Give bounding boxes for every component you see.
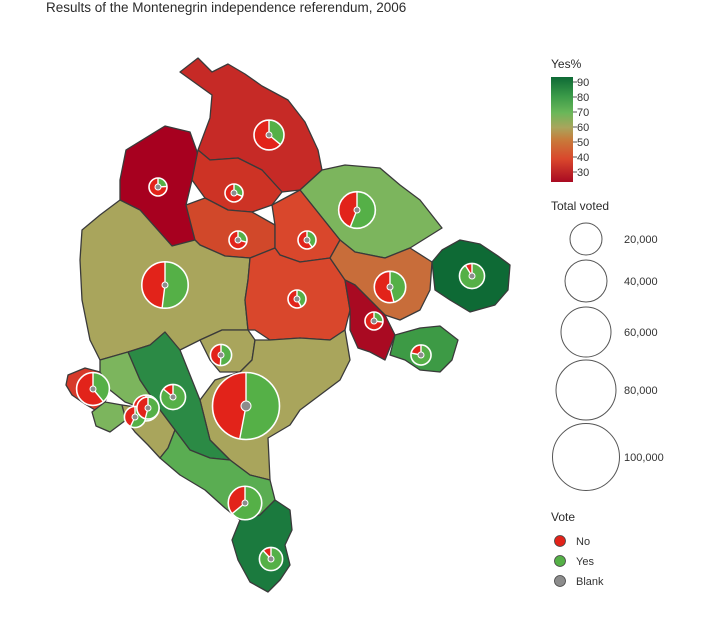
pie-bar[interactable] [227,485,263,521]
size-legend-circle [569,222,603,256]
pie-kolasin[interactable] [287,289,307,309]
pie-slice-blank [353,206,361,214]
municipality-regions [65,57,511,593]
vote-legend-dot-yes [554,555,566,567]
yes-pct-tick-label: 80 [577,92,589,104]
vote-legend-items: No Yes Blank [554,535,604,588]
vote-pie-charts [75,119,486,572]
yes-pct-tick-label: 70 [577,107,589,119]
pie-slice-yes [390,271,406,303]
pie-slice-yes [145,396,160,420]
pie-zabljak[interactable] [224,183,244,203]
pie-savnik[interactable] [228,230,248,250]
pie-slice-blank [154,183,162,191]
size-legend-label: 20,000 [624,234,658,246]
pie-slice-blank [265,131,273,139]
yes-pct-tick-label: 50 [577,137,589,149]
total-voted-legend-title: Total voted [551,199,609,213]
size-legend-label: 60,000 [624,327,658,339]
pie-cetinje[interactable] [159,383,187,411]
pie-rozaje[interactable] [458,262,486,290]
yes-pct-ticks: 90 80 70 60 50 40 30 [573,77,589,179]
pie-slice-blank [241,499,249,507]
pie-mojkovac[interactable] [297,230,317,250]
pie-slice-blank [240,400,252,412]
pie-slice-no [141,261,165,309]
pie-slice-blank [386,283,394,291]
pie-slice-blank [161,281,169,289]
pie-slice-blank [217,351,225,359]
pie-pluzine[interactable] [148,177,168,197]
pie-plav[interactable] [410,344,432,366]
total-voted-size-legend: 20,000 40,000 60,000 80,000 100,000 [552,222,664,491]
pie-slice-yes [350,191,376,229]
vote-legend-dot-blank [554,575,566,587]
pie-herceg-novi[interactable] [75,371,111,407]
pie-danilovgrad[interactable] [209,343,233,367]
size-legend-label: 100,000 [624,452,664,464]
pie-slice-blank [131,413,139,421]
yes-pct-colorbar [551,77,573,182]
pie-slice-blank [89,385,97,393]
pie-slice-yes [239,372,280,440]
yes-pct-legend-title: Yes% [551,57,582,71]
pie-slice-no [338,191,357,228]
yes-pct-tick-label: 90 [577,77,589,89]
pie-bijelo-polje[interactable] [337,190,377,230]
pie-slice-no [136,396,148,419]
pie-slice-blank [303,236,311,244]
pie-slice-blank [267,555,275,563]
size-legend-circle [555,359,617,421]
pie-slice-blank [234,236,242,244]
size-legend-circle [560,306,612,358]
pie-slice-yes [162,261,189,309]
pie-andrijevica[interactable] [364,311,384,331]
yes-pct-tick-label: 30 [577,167,589,179]
pie-separator [239,405,247,440]
pie-ulcinj[interactable] [258,546,284,572]
pie-slice-no [411,344,421,355]
pie-separator [161,284,166,309]
pie-slice-yes [220,344,232,366]
size-legend-label: 40,000 [624,276,658,288]
pie-slice-no [212,372,246,439]
pie-slice-blank [370,317,378,325]
pie-slice-blank [230,189,238,197]
legend: Yes% 90 80 70 60 50 40 30 Total voted 20,000 40… [551,57,664,588]
yes-pct-tick-label: 60 [577,122,589,134]
vote-legend-label-yes: Yes [576,556,594,568]
size-legend-circle [564,259,608,303]
size-legend-circle [552,423,620,491]
yes-pct-tick-label: 40 [577,152,589,164]
vote-legend-label-blank: Blank [576,576,604,588]
pie-slice-blank [169,393,177,401]
vote-legend-label-no: No [576,536,590,548]
pie-slice-yes [93,372,110,402]
pie-slice-blank [293,295,301,303]
vote-legend-title: Vote [551,510,575,524]
pie-berane[interactable] [373,270,407,304]
pie-niksic[interactable] [140,260,190,310]
pie-budva[interactable] [136,396,160,420]
pie-slice-blank [417,351,425,359]
map-title: Results of the Montenegrin independence … [46,0,407,15]
vote-legend-dot-no [554,535,566,547]
pie-slice-blank [468,272,476,280]
pie-pljevlja[interactable] [253,119,285,151]
pie-podgorica[interactable] [211,371,281,441]
pie-slice-no [374,271,394,303]
pie-slice-no [210,344,221,366]
pie-slice-blank [144,404,152,412]
size-legend-label: 80,000 [624,385,658,397]
